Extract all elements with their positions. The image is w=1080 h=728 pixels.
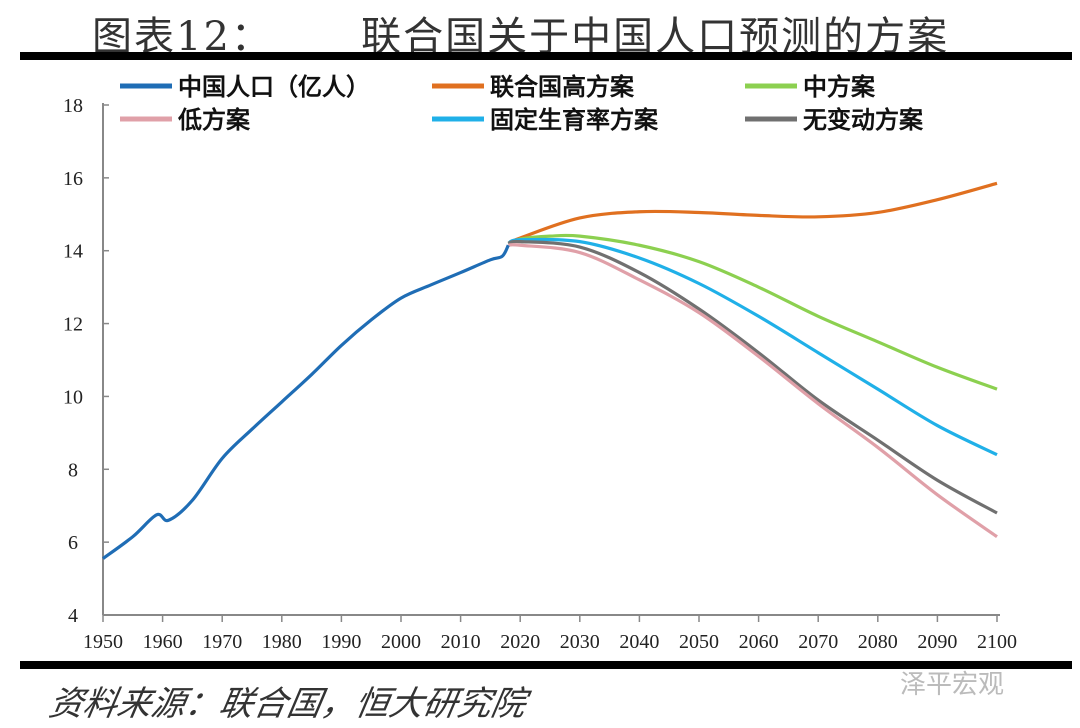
y-tick-label: 12 [63, 314, 83, 336]
series-line-3 [508, 243, 998, 538]
x-tick-label: 1950 [83, 631, 123, 653]
x-tick-label: 2060 [739, 631, 779, 653]
watermark: 泽平宏观 [900, 670, 1005, 700]
y-tick-label: 4 [68, 605, 78, 627]
y-tick-label: 6 [68, 532, 78, 554]
x-tick-label: 2020 [500, 631, 540, 653]
x-tick-label: 2010 [441, 631, 481, 653]
y-tick-label: 16 [63, 168, 83, 190]
x-tick-label: 2070 [798, 631, 838, 653]
series-line-2 [507, 233, 998, 391]
x-tick-label: 2030 [560, 631, 600, 653]
legend-label: 无变动方案 [803, 106, 924, 134]
x-tick-label: 2000 [381, 631, 421, 653]
legend-label: 固定生育率方案 [490, 106, 659, 134]
top-rule [20, 52, 1072, 60]
legend-label: 中方案 [803, 73, 876, 101]
y-tick-label: 8 [68, 459, 78, 481]
x-tick-label: 1980 [262, 631, 302, 653]
x-tick-label: 1990 [321, 631, 361, 653]
x-tick-label: 2040 [619, 631, 659, 653]
x-tick-label: 1960 [143, 631, 183, 653]
legend-label: 中国人口（亿人） [178, 73, 370, 101]
x-tick-label: 2050 [679, 631, 719, 653]
y-tick-label: 18 [63, 95, 83, 117]
series-line-0 [102, 244, 510, 560]
x-tick-label: 2080 [858, 631, 898, 653]
series-line-1 [507, 181, 998, 245]
legend-label: 低方案 [177, 106, 251, 134]
series-line-4 [507, 237, 998, 457]
y-tick-label: 10 [63, 386, 83, 408]
x-tick-label: 1970 [202, 631, 242, 653]
x-tick-label: 2100 [977, 631, 1017, 653]
bottom-rule [20, 661, 1072, 669]
series-line-5 [507, 239, 998, 515]
legend-label: 联合国高方案 [490, 73, 635, 101]
y-tick-label: 14 [63, 241, 83, 263]
x-tick-label: 2090 [917, 631, 957, 653]
